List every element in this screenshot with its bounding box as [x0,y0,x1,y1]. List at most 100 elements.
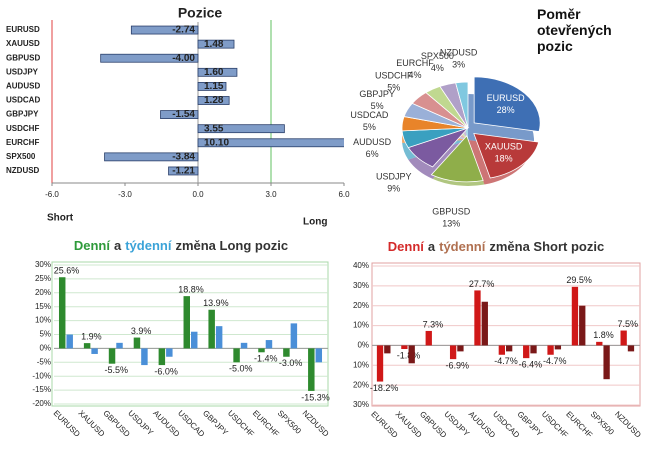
annotation: Short [47,213,74,224]
slice-label: AUDUSD [353,137,392,147]
bar [215,326,223,349]
chart-title: Pozice [178,5,223,21]
bar [498,345,505,355]
title-part: a [428,239,436,254]
x-tick-label: 6.0 [338,190,350,199]
slice-value: 9% [387,183,400,193]
bar [620,330,627,346]
y-tick-label: 5% [39,330,51,339]
bar [191,331,198,349]
data-label: 1.28 [204,95,224,106]
data-label: 7.5% [618,319,639,329]
category-label: USDCAD [6,96,40,105]
title-part: změna Short pozic [489,239,604,254]
title-part: Denní [388,239,425,254]
bar [283,348,290,357]
bar [158,348,166,366]
slice [473,132,540,179]
category-label: NZDUSD [6,166,40,175]
bar [116,342,123,349]
slice-label: GBPJPY [359,89,395,99]
bar [290,323,298,349]
bar [376,345,384,382]
data-label: 1.48 [204,39,224,50]
data-label: 10.10 [204,137,229,148]
category-label: XAUUSD [6,39,40,48]
bar [108,348,116,364]
chart-title: Denní a týdenní změna Long pozic [74,238,288,253]
bar [315,348,323,363]
data-label: -4.7% [494,356,518,366]
bar [91,348,98,354]
title-part: týdenní [439,239,486,254]
y-tick-label: 20% [353,380,369,389]
x-tick-label: -6.0 [45,190,59,199]
bar [233,348,240,363]
y-tick-label: -5% [37,357,51,366]
bar [457,345,464,352]
bar [481,301,488,346]
data-label: -2.74 [172,25,195,36]
y-tick-label: 25% [35,274,51,283]
slice-label: EURCHF [396,58,434,68]
y-tick-label: 0% [357,341,369,350]
x-tick-label: -3.0 [118,190,132,199]
bar [197,96,230,105]
title-part: týdenní [125,238,172,253]
category-label: EURUSD [6,25,40,34]
bar [571,286,579,346]
bar [547,345,554,355]
data-label: -1.4% [254,354,278,364]
bar [168,166,199,176]
data-label: 1.8% [593,330,614,340]
data-label: 18.8% [178,285,204,295]
bar [141,348,148,366]
bar [449,345,457,360]
bar [197,124,285,134]
y-tick-label: 10% [35,316,51,325]
bar [579,305,586,346]
data-label: 13.9% [203,298,229,308]
data-label: -4.7% [543,356,567,366]
x-tick-label: 3.0 [265,190,277,199]
data-label: 25.6% [54,266,80,276]
slice-label: EURUSD [487,93,526,103]
bar [104,152,199,162]
bar [627,345,635,352]
category-label: GBPJPY [6,110,39,119]
title-part: Denní [74,238,111,253]
data-label: 1.15 [204,81,224,92]
category-label: USDJPY [6,67,39,76]
x-tick-label: NZDUSD [613,410,643,440]
chart-title: Denní a týdenní změna Short pozic [388,239,604,254]
bar [401,345,408,350]
bar [83,343,91,349]
slice-label: USDJPY [376,171,412,181]
slice-label: USDCHF [375,71,413,81]
y-tick-label: -15% [32,385,51,394]
data-label: -15.3% [301,392,330,402]
bar [240,342,248,349]
slice-label: XAUUSD [485,141,523,151]
slice-value: 3% [452,60,465,70]
bar [166,348,173,357]
bar [197,82,227,91]
data-label: -6.9% [446,361,470,371]
y-tick-label: 20% [35,288,51,297]
bars [100,25,344,176]
bar [425,330,432,346]
bar [197,39,235,49]
data-label: 29.5% [566,275,592,285]
slice [455,81,469,129]
data-label: 3.55 [204,123,224,134]
bar [554,345,562,350]
x-tick-label: NZDUSD [301,409,331,439]
category-label: SPX500 [6,152,36,161]
bar [130,25,199,35]
y-tick-label: 30% [35,260,51,269]
bar [408,345,415,364]
slice [473,76,541,132]
title-part: a [114,238,122,253]
